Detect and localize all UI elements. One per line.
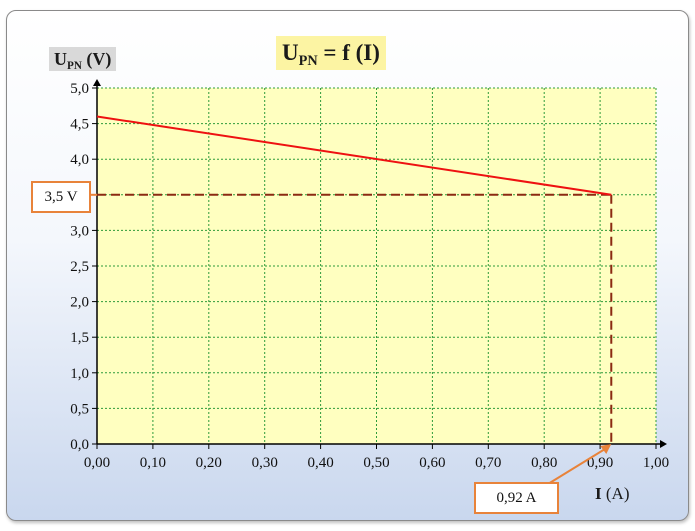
y-tick-label: 1,0	[70, 366, 89, 382]
x-axis-arrow	[660, 440, 667, 448]
y-tick-label: 1,5	[70, 330, 89, 346]
x-tick-label: 0,00	[84, 455, 110, 471]
x-tick-label: 0,30	[252, 455, 278, 471]
x-callout-arrowhead	[600, 444, 612, 454]
y-tick-label: 2,0	[70, 295, 89, 311]
x-tick-label: 1,00	[643, 455, 669, 471]
y-axis-arrow	[93, 79, 101, 86]
series-line	[96, 115, 612, 196]
y-tick-label: 2,5	[70, 259, 89, 275]
y-tick-label: 4,0	[70, 152, 89, 168]
chart-title: UPN = f (I)	[276, 36, 386, 70]
x-tick-label: 0,70	[475, 455, 501, 471]
y-tick-label: 5,0	[70, 81, 89, 97]
y-tick-label: 3,0	[70, 223, 89, 239]
x-tick-label: 0,40	[307, 455, 333, 471]
y-tick-label: 0,0	[70, 437, 89, 453]
x-tick-label: 0,60	[419, 455, 445, 471]
x-tick-label: 0,50	[363, 455, 389, 471]
y-value-callout: 3,5 V	[31, 181, 91, 213]
y-tick-label: 0,5	[70, 401, 89, 417]
x-tick-label: 0,90	[587, 455, 613, 471]
x-value-callout: 0,92 A	[474, 482, 559, 514]
x-tick-label: 0,20	[196, 455, 222, 471]
y-axis-label: UPN (V)	[49, 47, 117, 72]
x-callout-arrow-line	[547, 446, 609, 485]
y-tick-label: 4,5	[70, 117, 89, 133]
x-tick-label: 0,10	[140, 455, 166, 471]
x-tick-label: 0,80	[531, 455, 557, 471]
x-axis-label: I (A)	[595, 484, 630, 503]
